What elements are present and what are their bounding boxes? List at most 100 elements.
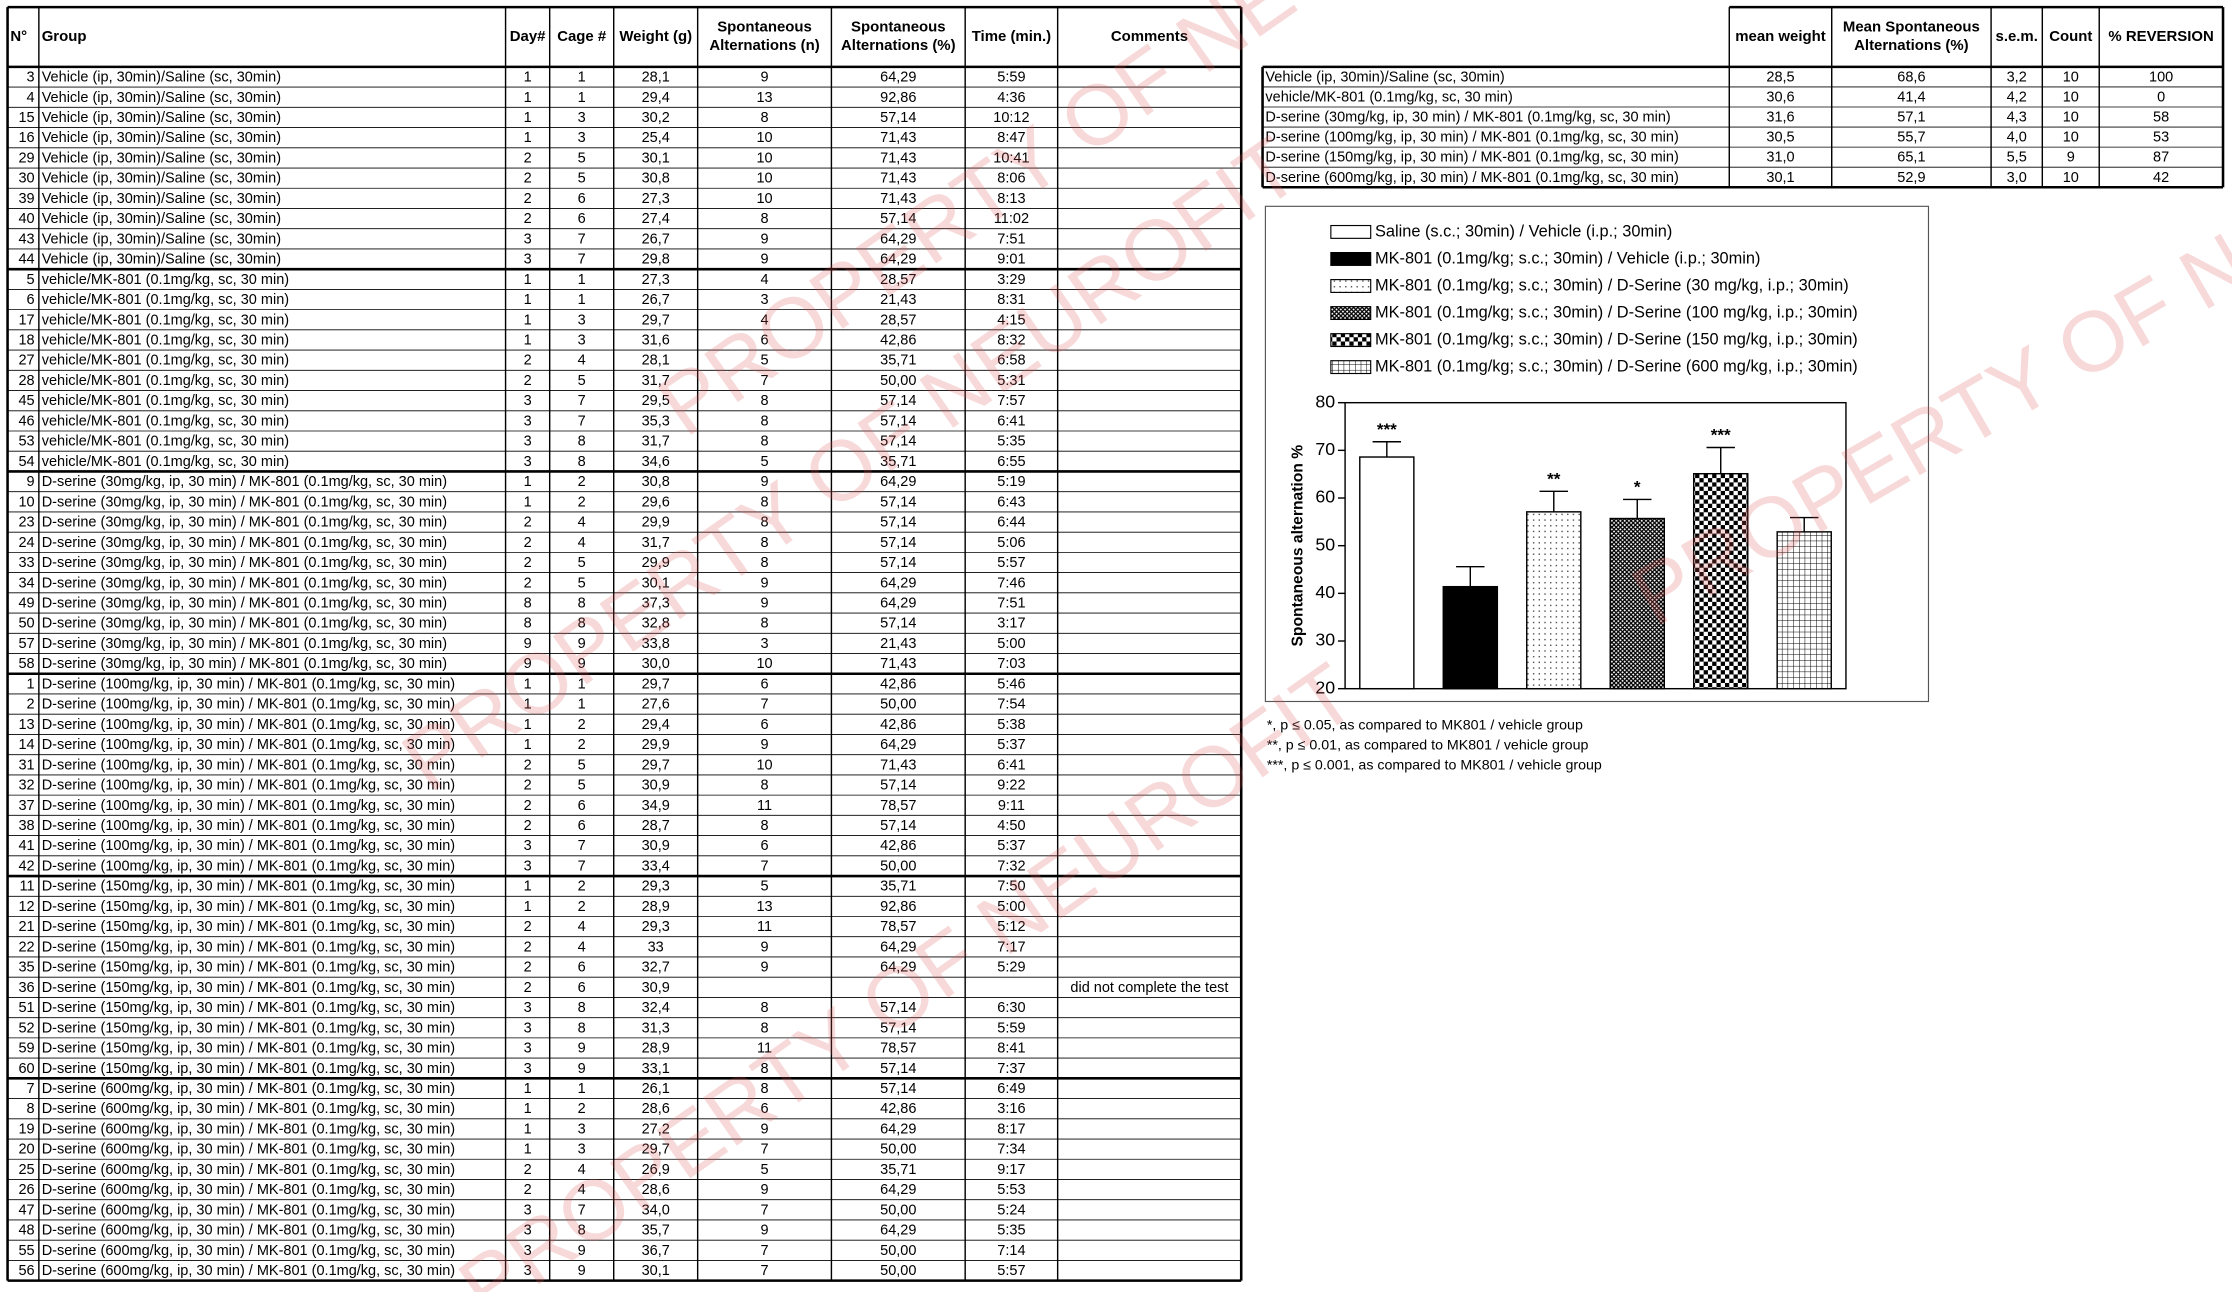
cell: 3 <box>524 1202 532 1218</box>
cell: 9 <box>761 960 769 976</box>
cell: 5:57 <box>997 1263 1025 1279</box>
cell: 9:01 <box>997 252 1025 268</box>
cell: 5:59 <box>997 1020 1025 1036</box>
cell: 11 <box>757 798 772 814</box>
bar <box>1776 531 1832 690</box>
cell: 30,1 <box>642 1263 670 1279</box>
y-tick-label: 80 <box>1315 391 1335 411</box>
cell: 42,86 <box>880 676 916 692</box>
cell: 7:51 <box>997 595 1025 611</box>
cell: 3 <box>524 434 532 450</box>
cell: 30,0 <box>642 656 670 672</box>
group-name: D-serine (30mg/kg, ip, 30 min) / MK-801 … <box>42 515 447 531</box>
cell: 7 <box>761 1202 769 1218</box>
cell: 7:14 <box>997 1243 1025 1259</box>
significance: * <box>1634 478 1641 497</box>
cell: 42,86 <box>880 333 916 349</box>
cell: 57,14 <box>880 110 916 126</box>
group-name: D-serine (100mg/kg, ip, 30 min) / MK-801… <box>42 838 455 854</box>
cell: 8:17 <box>997 1121 1025 1137</box>
animal-number: 2 <box>27 697 35 713</box>
group-name: D-serine (150mg/kg, ip, 30 min) / MK-801… <box>42 939 455 955</box>
cell: 29,4 <box>642 90 670 106</box>
bar <box>1442 585 1499 690</box>
animal-number: 54 <box>18 454 34 470</box>
cell: 7 <box>761 373 769 389</box>
cell: 30,5 <box>1766 130 1794 146</box>
animal-number: 5 <box>27 272 35 288</box>
cell: 1 <box>524 110 532 126</box>
group-name: D-serine (150mg/kg, ip, 30 min) / MK-801… <box>42 919 455 935</box>
cell: 2 <box>578 879 586 895</box>
cell: 3 <box>524 858 532 874</box>
y-tick-label: 20 <box>1315 677 1335 697</box>
animal-number: 59 <box>18 1041 34 1057</box>
cell: 8 <box>761 555 769 571</box>
group-name: Vehicle (ip, 30min)/Saline (sc, 30min) <box>42 211 281 227</box>
cell: 1 <box>524 312 532 328</box>
animal-number: 50 <box>18 616 34 632</box>
cell: 13 <box>756 90 772 106</box>
cell: 8 <box>761 616 769 632</box>
group-name: Vehicle (ip, 30min)/Saline (sc, 30min) <box>42 90 281 106</box>
animal-number: 37 <box>18 798 34 814</box>
cell: 6:41 <box>997 757 1025 773</box>
animal-number: 29 <box>18 150 34 166</box>
y-tick-label: 30 <box>1315 630 1335 650</box>
cell: 8 <box>578 616 586 632</box>
cell: 3 <box>524 1000 532 1016</box>
group-name: D-serine (150mg/kg, ip, 30 min) / MK-801… <box>42 960 455 976</box>
group-name: D-serine (100mg/kg, ip, 30 min) / MK-801… <box>42 757 455 773</box>
cell: 7:32 <box>997 858 1025 874</box>
column-header: mean weight <box>1735 28 1825 45</box>
cell: 5 <box>578 555 586 571</box>
cell: 42,86 <box>880 838 916 854</box>
cell: 9 <box>761 595 769 611</box>
cell: 29,7 <box>642 312 670 328</box>
legend-label: MK-801 (0.1mg/kg; s.c.; 30min) / D-Serin… <box>1375 276 1849 294</box>
cell: 35,7 <box>642 1223 670 1239</box>
animal-number: 58 <box>18 656 34 672</box>
cell: 6:58 <box>997 353 1025 369</box>
cell: 5:59 <box>997 70 1025 86</box>
cell: 28,57 <box>880 312 916 328</box>
cell: 4 <box>578 353 586 369</box>
cell: 3 <box>524 1020 532 1036</box>
cell: 11 <box>757 1041 772 1057</box>
cell: 9 <box>578 1243 586 1259</box>
animal-number: 30 <box>18 171 34 187</box>
cell: 1 <box>524 717 532 733</box>
cell: 3 <box>524 1223 532 1239</box>
cell: 6 <box>761 838 769 854</box>
cell: 5 <box>761 879 769 895</box>
cell: 2 <box>524 535 532 551</box>
cell: 92,86 <box>880 899 916 915</box>
cell: 10:12 <box>993 110 1029 126</box>
cell: 1 <box>524 494 532 510</box>
y-tick-label: 60 <box>1315 487 1335 507</box>
cell: 8 <box>761 778 769 794</box>
column-header: % REVERSION <box>2108 28 2213 45</box>
animal-number: 20 <box>18 1142 34 1158</box>
group-name: D-serine (30mg/kg, ip, 30 min) / MK-801 … <box>42 636 447 652</box>
cell: 9 <box>761 737 769 753</box>
cell: 5:35 <box>997 434 1025 450</box>
cell: 34,0 <box>642 1202 670 1218</box>
cell: 2 <box>578 1101 586 1117</box>
cell: 3 <box>578 130 586 146</box>
group-name: D-serine (150mg/kg, ip, 30 min) / MK-801… <box>42 879 455 895</box>
cell: 6 <box>761 1101 769 1117</box>
cell: 4:36 <box>997 90 1025 106</box>
animal-number: 53 <box>18 434 34 450</box>
cell: 50,00 <box>880 1263 916 1279</box>
cell: 64,29 <box>880 595 916 611</box>
group-name: D-serine (600mg/kg, ip, 30 min) / MK-801… <box>42 1223 455 1239</box>
group-name: D-serine (600mg/kg, ip, 30 min) / MK-801… <box>1265 170 1678 186</box>
legend-swatch <box>1330 279 1372 293</box>
cell: 4 <box>578 919 586 935</box>
cell: 10 <box>2063 130 2079 146</box>
cell: 7 <box>761 1263 769 1279</box>
cell: 31,7 <box>642 535 670 551</box>
cell: 3,0 <box>2007 170 2027 186</box>
group-name: D-serine (30mg/kg, ip, 30 min) / MK-801 … <box>42 555 447 571</box>
